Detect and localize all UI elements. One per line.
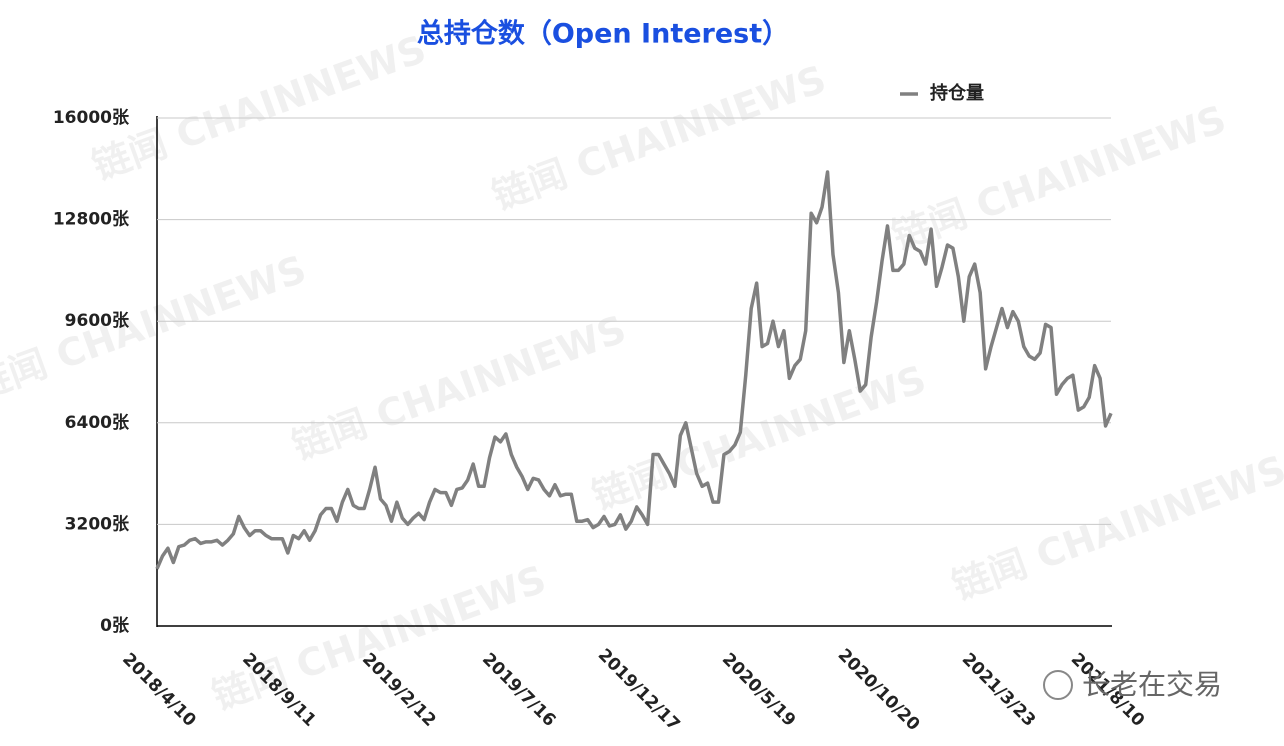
legend-label: 持仓量: [930, 82, 984, 104]
watermark: 链闻 CHAINNEWS: [947, 447, 1284, 609]
x-tick-label: 2019/7/16: [478, 649, 559, 730]
watermark: 链闻 CHAINNEWS: [207, 557, 552, 719]
x-tick-label: 2019/2/12: [358, 649, 439, 730]
line-series: [155, 170, 1113, 570]
watermark: 链闻 CHAINNEWS: [487, 57, 832, 219]
y-tick-label: 3200张: [65, 514, 130, 534]
x-tick-label: 2018/4/10: [118, 649, 200, 731]
y-tick-label: 6400张: [65, 413, 130, 433]
chart-title: 总持仓数（Open Interest）: [417, 19, 789, 50]
watermark: 链闻 CHAINNEWS: [587, 357, 932, 519]
x-tick-label: 2020/5/19: [718, 649, 799, 730]
source-icon: [1043, 670, 1073, 700]
y-tick-label: 0张: [100, 616, 130, 636]
y-tick-label: 12800张: [53, 210, 130, 230]
watermark: 链闻 CHAINNEWS: [87, 27, 432, 189]
x-tick-label: 2020/10/20: [834, 645, 924, 735]
x-tick-label: 2021/3/23: [958, 649, 1039, 730]
x-tick-label: 2019/12/17: [594, 645, 684, 735]
watermark: 链闻 CHAINNEWS: [0, 247, 312, 409]
y-tick-label: 9600张: [65, 311, 130, 331]
y-tick-label: 16000张: [53, 108, 130, 128]
watermark: 链闻 CHAINNEWS: [287, 307, 632, 469]
watermark: 链闻 CHAINNEWS: [887, 97, 1232, 259]
source-tag: 长老在交易: [1082, 668, 1222, 701]
